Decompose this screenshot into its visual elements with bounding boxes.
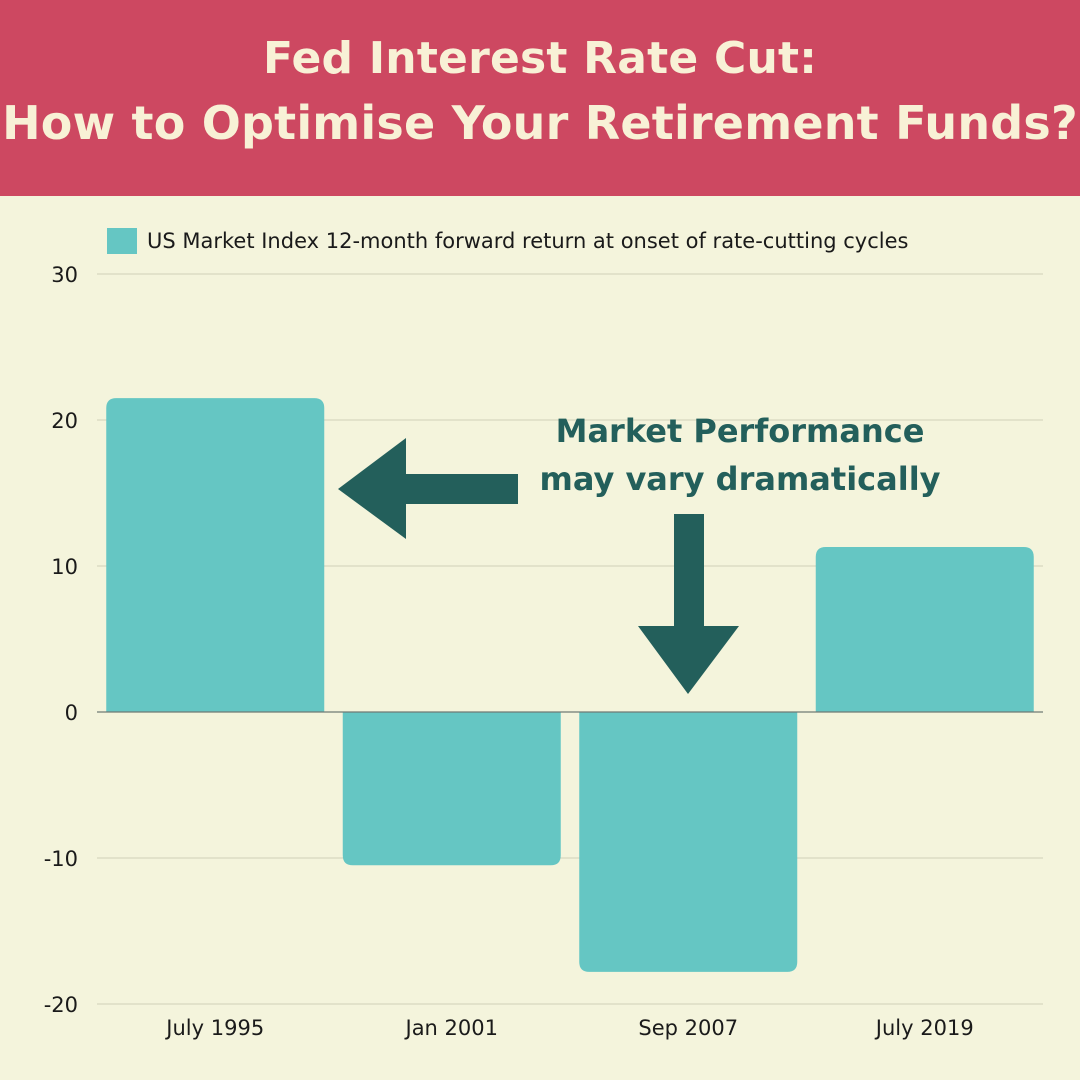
y-tick-label: -20 [44, 993, 78, 1017]
y-tick-label: 0 [65, 701, 78, 725]
legend-label: US Market Index 12-month forward return … [147, 229, 908, 253]
annotation-line-1: Market Performance [556, 412, 925, 450]
legend: US Market Index 12-month forward return … [107, 228, 908, 254]
legend-swatch [107, 228, 137, 254]
x-tick-label: July 1995 [164, 1016, 264, 1040]
title-line-2: How to Optimise Your Retirement Funds? [2, 96, 1078, 150]
bars [106, 398, 1034, 972]
x-tick-label: Jan 2001 [404, 1016, 499, 1040]
annotation: Market Performance may vary dramatically [338, 412, 941, 694]
y-tick-label: 10 [51, 555, 78, 579]
title-line-1: Fed Interest Rate Cut: [263, 33, 817, 84]
y-tick-label: 20 [51, 409, 78, 433]
bar-july-1995 [106, 398, 325, 712]
annotation-line-2: may vary dramatically [539, 460, 940, 498]
bar-jan-2001 [342, 712, 561, 866]
y-tick-label: -10 [44, 847, 78, 871]
axes: 30 20 10 0 -10 -20 July 1995 Jan 2001 Sep 2007 Ju… [44, 263, 1043, 1040]
bar-chart: 30 20 10 0 -10 -20 July 1995 Jan 2001 Sep 2007 Ju… [44, 228, 1043, 1040]
header-banner: Fed Interest Rate Cut: How to Optimise Y… [0, 0, 1080, 196]
y-tick-label: 30 [51, 263, 78, 287]
left-arrow-icon [338, 438, 518, 539]
x-tick-label: Sep 2007 [638, 1016, 738, 1040]
x-tick-label: July 2019 [874, 1016, 974, 1040]
bar-july-2019 [815, 547, 1034, 712]
bar-sep-2007 [579, 712, 798, 972]
down-arrow-icon [638, 514, 739, 694]
